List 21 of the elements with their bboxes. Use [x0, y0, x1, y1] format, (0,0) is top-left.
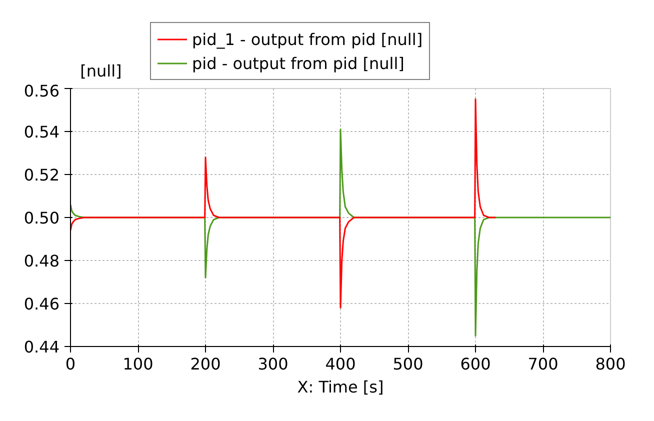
x-tick-label: 600	[460, 354, 491, 374]
y-tick-label: 0.52	[24, 166, 60, 184]
y-tick-label: 0.44	[24, 338, 60, 356]
x-tick-label: 700	[528, 354, 558, 374]
y-tick-label: 0.54	[24, 122, 60, 142]
x-axis-title: X: Time [s]	[297, 378, 384, 396]
y-tick-label: 0.48	[24, 252, 60, 270]
legend-label: pid_1 - output from pid [null]	[192, 30, 423, 48]
y-axis-title: [null]	[80, 61, 122, 80]
x-tick-label: 200	[190, 354, 221, 374]
x-tick-label: 500	[392, 354, 424, 374]
y-tick-label: 0.56	[24, 82, 60, 100]
x-tick-label: 800	[595, 354, 626, 374]
legend-label: pid - output from pid [null]	[192, 54, 404, 72]
x-tick-label: 0	[65, 354, 76, 374]
y-tick-label: 0.50	[24, 208, 60, 228]
x-tick-label: 100	[122, 354, 154, 374]
x-tick-label: 400	[325, 354, 356, 374]
line-series	[70, 98, 496, 309]
x-tick-label: 300	[258, 354, 288, 374]
y-tick-label: 0.46	[24, 294, 60, 314]
